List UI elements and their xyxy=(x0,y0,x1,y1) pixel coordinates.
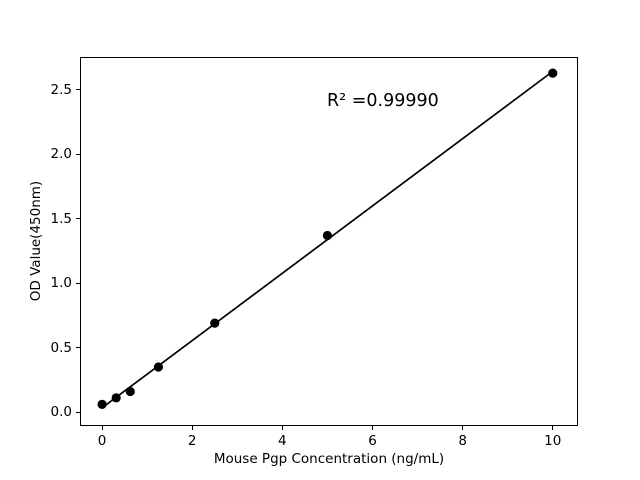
y-tick-mark xyxy=(76,89,80,91)
y-tick-mark xyxy=(76,282,80,284)
y-tick-label: 0.5 xyxy=(50,339,72,356)
y-tick-mark xyxy=(76,218,80,220)
x-tick-label: 2 xyxy=(187,433,197,449)
data-point xyxy=(210,318,220,328)
data-point xyxy=(111,393,121,403)
x-tick-mark xyxy=(281,426,283,430)
x-tick-label: 6 xyxy=(368,433,377,449)
data-point xyxy=(153,362,164,372)
data-point xyxy=(97,399,107,409)
data-point xyxy=(548,68,558,78)
y-axis-label: OD Value(450nm) xyxy=(28,180,44,302)
x-axis-label: Mouse Pgp Concentration (ng/mL) xyxy=(213,451,445,467)
x-tick-mark xyxy=(371,426,373,430)
x-tick-mark xyxy=(462,426,464,430)
y-tick-label: 0.0 xyxy=(50,404,72,421)
x-tick-label: 8 xyxy=(458,433,467,449)
data-point xyxy=(322,230,333,241)
y-tick-label: 1.0 xyxy=(50,275,72,292)
x-tick-label: 4 xyxy=(278,433,287,449)
x-tick-label: 10 xyxy=(544,433,562,449)
y-tick-label: 1.5 xyxy=(50,210,72,227)
x-tick-mark xyxy=(552,426,554,430)
y-tick-mark xyxy=(76,411,80,413)
y-tick-mark xyxy=(76,153,80,155)
y-tick-label: 2.0 xyxy=(50,146,72,163)
x-tick-mark xyxy=(101,426,103,430)
x-tick-mark xyxy=(191,426,193,430)
plot-area xyxy=(80,57,578,426)
x-tick-label: 0 xyxy=(97,433,107,449)
y-tick-mark xyxy=(76,347,80,349)
data-point xyxy=(125,386,135,397)
y-tick-label: 2.5 xyxy=(50,81,72,98)
r-squared-annotation: R² =0.99990 xyxy=(327,91,439,111)
